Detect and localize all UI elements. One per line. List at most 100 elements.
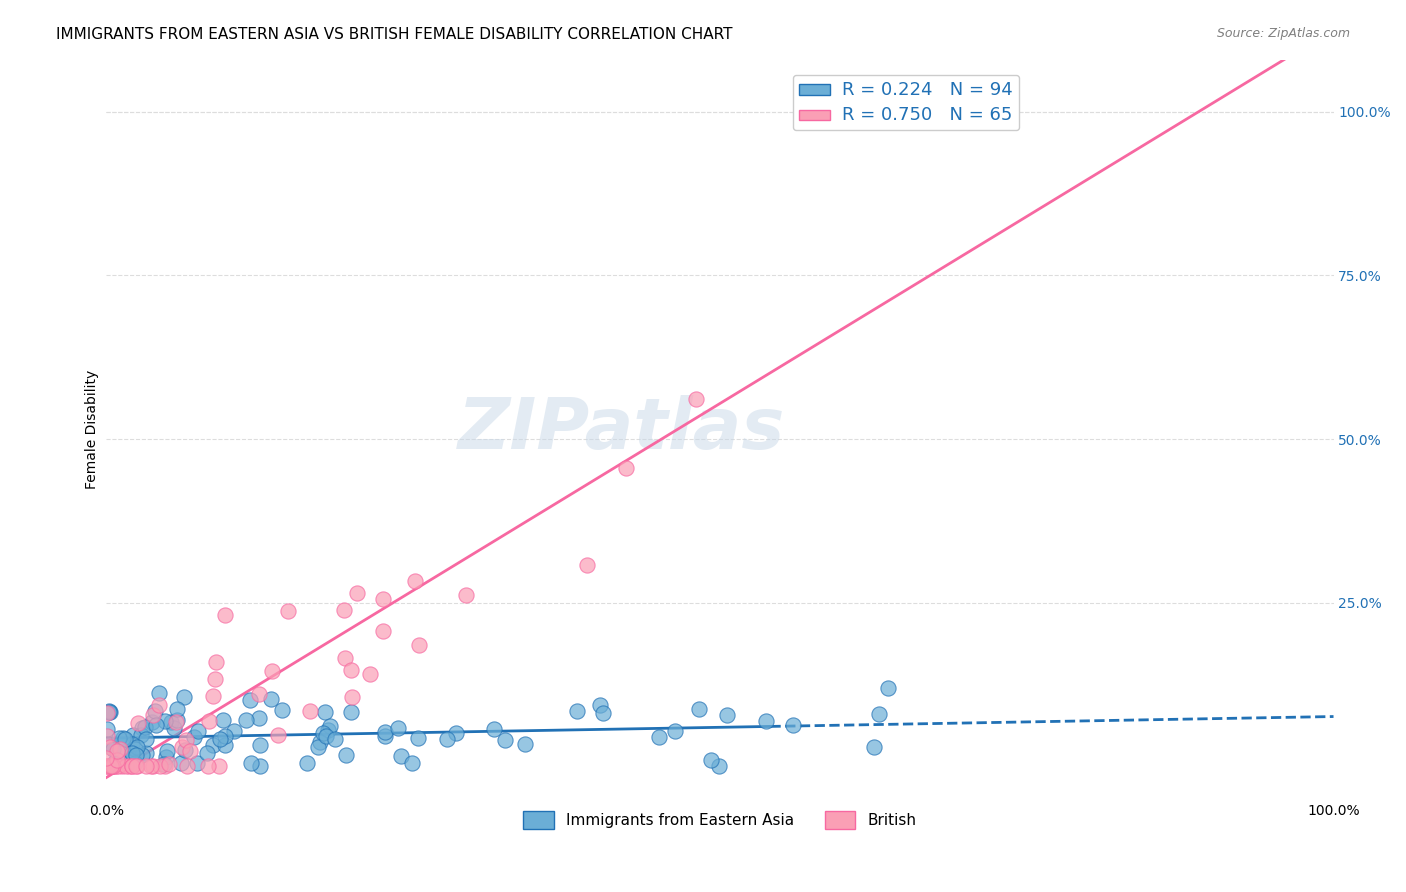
- Immigrants from Eastern Asia: [129, 727, 152, 741]
- Immigrants from Eastern Asia: [121, 747, 143, 761]
- British: [118, 759, 141, 773]
- Immigrants from Eastern Asia: [121, 746, 143, 760]
- Immigrants from Eastern Asia: [707, 758, 730, 772]
- British: [111, 759, 134, 773]
- British: [142, 759, 165, 773]
- Immigrants from Eastern Asia: [111, 731, 134, 745]
- Immigrants from Eastern Asia: [134, 720, 156, 734]
- Immigrants from Eastern Asia: [436, 731, 458, 746]
- Immigrants from Eastern Asia: [100, 705, 122, 719]
- Immigrants from Eastern Asia: [170, 756, 193, 770]
- British: [197, 759, 219, 773]
- Immigrants from Eastern Asia: [143, 704, 166, 718]
- British: [267, 728, 290, 742]
- British: [121, 759, 143, 773]
- Immigrants from Eastern Asia: [131, 721, 153, 735]
- Immigrants from Eastern Asia: [323, 732, 346, 747]
- Immigrants from Eastern Asia: [249, 738, 271, 752]
- Immigrants from Eastern Asia: [145, 718, 167, 732]
- Immigrants from Eastern Asia: [700, 753, 723, 767]
- British: [142, 708, 165, 723]
- British: [135, 759, 157, 773]
- Immigrants from Eastern Asia: [108, 731, 131, 746]
- Immigrants from Eastern Asia: [110, 746, 132, 760]
- Immigrants from Eastern Asia: [186, 756, 208, 770]
- Immigrants from Eastern Asia: [318, 719, 340, 733]
- British: [141, 759, 163, 773]
- British: [121, 759, 143, 773]
- Text: IMMIGRANTS FROM EASTERN ASIA VS BRITISH FEMALE DISABILITY CORRELATION CHART: IMMIGRANTS FROM EASTERN ASIA VS BRITISH …: [56, 27, 733, 42]
- British: [371, 624, 394, 638]
- Immigrants from Eastern Asia: [312, 725, 335, 739]
- British: [125, 759, 148, 773]
- Immigrants from Eastern Asia: [314, 705, 336, 719]
- British: [333, 651, 356, 665]
- Immigrants from Eastern Asia: [316, 723, 339, 737]
- Immigrants from Eastern Asia: [389, 749, 412, 764]
- Immigrants from Eastern Asia: [163, 721, 186, 735]
- British: [214, 608, 236, 623]
- Immigrants from Eastern Asia: [406, 731, 429, 746]
- British: [101, 759, 124, 773]
- Immigrants from Eastern Asia: [214, 730, 236, 744]
- Immigrants from Eastern Asia: [183, 730, 205, 744]
- Immigrants from Eastern Asia: [153, 714, 176, 728]
- Immigrants from Eastern Asia: [124, 741, 146, 756]
- Immigrants from Eastern Asia: [782, 718, 804, 732]
- Immigrants from Eastern Asia: [592, 706, 614, 721]
- Immigrants from Eastern Asia: [173, 690, 195, 705]
- Immigrants from Eastern Asia: [187, 724, 209, 739]
- Immigrants from Eastern Asia: [160, 715, 183, 730]
- Immigrants from Eastern Asia: [239, 756, 262, 770]
- British: [127, 759, 149, 773]
- British: [105, 744, 128, 758]
- British: [157, 756, 180, 771]
- British: [170, 739, 193, 754]
- Immigrants from Eastern Asia: [97, 706, 120, 720]
- British: [114, 759, 136, 773]
- Y-axis label: Female Disability: Female Disability: [86, 369, 100, 489]
- British: [153, 759, 176, 773]
- British: [165, 714, 187, 729]
- British: [340, 690, 363, 705]
- Immigrants from Eastern Asia: [96, 723, 118, 737]
- Immigrants from Eastern Asia: [125, 748, 148, 763]
- British: [614, 461, 637, 475]
- Immigrants from Eastern Asia: [309, 735, 332, 749]
- Immigrants from Eastern Asia: [868, 707, 890, 722]
- British: [179, 744, 201, 758]
- British: [456, 588, 478, 602]
- British: [205, 656, 228, 670]
- British: [174, 733, 197, 747]
- British: [685, 392, 707, 406]
- British: [100, 759, 122, 773]
- Immigrants from Eastern Asia: [125, 739, 148, 754]
- Immigrants from Eastern Asia: [315, 729, 337, 743]
- Immigrants from Eastern Asia: [589, 698, 612, 712]
- British: [148, 698, 170, 712]
- Immigrants from Eastern Asia: [567, 704, 589, 718]
- Immigrants from Eastern Asia: [664, 724, 686, 739]
- Immigrants from Eastern Asia: [114, 731, 136, 746]
- Immigrants from Eastern Asia: [271, 703, 294, 717]
- Immigrants from Eastern Asia: [295, 756, 318, 770]
- Immigrants from Eastern Asia: [212, 714, 235, 728]
- British: [105, 759, 128, 773]
- Immigrants from Eastern Asia: [648, 730, 671, 744]
- British: [404, 574, 426, 588]
- Legend: Immigrants from Eastern Asia, British: Immigrants from Eastern Asia, British: [517, 805, 922, 836]
- British: [98, 739, 121, 754]
- British: [332, 603, 354, 617]
- British: [276, 604, 298, 618]
- Immigrants from Eastern Asia: [141, 715, 163, 730]
- Immigrants from Eastern Asia: [155, 749, 177, 764]
- Immigrants from Eastern Asia: [174, 743, 197, 757]
- Immigrants from Eastern Asia: [401, 756, 423, 770]
- Immigrants from Eastern Asia: [121, 728, 143, 742]
- Text: ZIPatlas: ZIPatlas: [458, 395, 786, 464]
- British: [359, 667, 381, 681]
- Immigrants from Eastern Asia: [340, 705, 363, 719]
- British: [408, 638, 430, 652]
- Immigrants from Eastern Asia: [202, 738, 225, 752]
- British: [208, 759, 231, 773]
